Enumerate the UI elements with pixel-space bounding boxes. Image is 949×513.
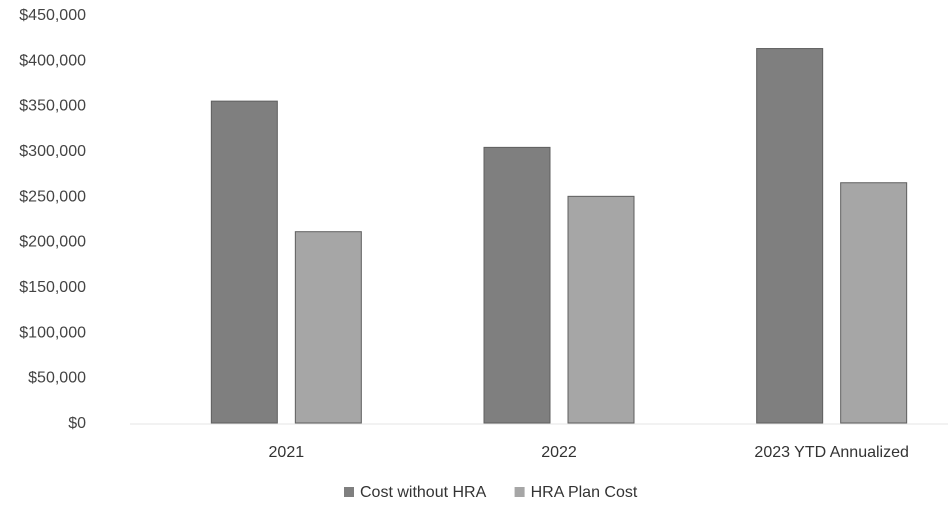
bar-cost-without-hra-0	[210, 100, 278, 424]
y-tick-label: $100,000	[19, 324, 86, 341]
bar-hra-plan-cost-0	[294, 231, 362, 424]
y-tick-label: $0	[68, 415, 86, 432]
bars	[210, 48, 908, 424]
bar-cost-without-hra-2	[756, 48, 824, 424]
y-tick-label: $450,000	[19, 7, 86, 24]
y-tick-label: $150,000	[19, 279, 86, 296]
y-tick-label: $350,000	[19, 98, 86, 115]
y-tick-label: $400,000	[19, 52, 86, 69]
legend-swatch	[344, 487, 354, 497]
legend-swatch	[514, 487, 525, 497]
x-axis: 2021 2022 2023 YTD Annualized	[130, 423, 948, 461]
y-axis: $0 $50,000 $100,000 $150,000 $200,000 $250,00…	[19, 7, 86, 432]
legend-label: HRA Plan Cost	[531, 484, 638, 501]
y-tick-label: $250,000	[19, 188, 86, 205]
x-tick-label: 2021	[269, 444, 305, 461]
x-tick-label: 2023 YTD Annualized	[754, 444, 908, 461]
bar-hra-plan-cost-1	[567, 195, 635, 424]
x-tick-label: 2022	[541, 444, 577, 461]
legend-label: Cost without HRA	[360, 484, 487, 501]
bar-cost-without-hra-1	[483, 146, 551, 424]
y-tick-label: $50,000	[28, 370, 86, 387]
legend: Cost without HRA HRA Plan Cost	[344, 484, 638, 501]
bar-hra-plan-cost-2	[840, 182, 908, 424]
y-tick-label: $300,000	[19, 143, 86, 160]
y-tick-label: $200,000	[19, 234, 86, 251]
